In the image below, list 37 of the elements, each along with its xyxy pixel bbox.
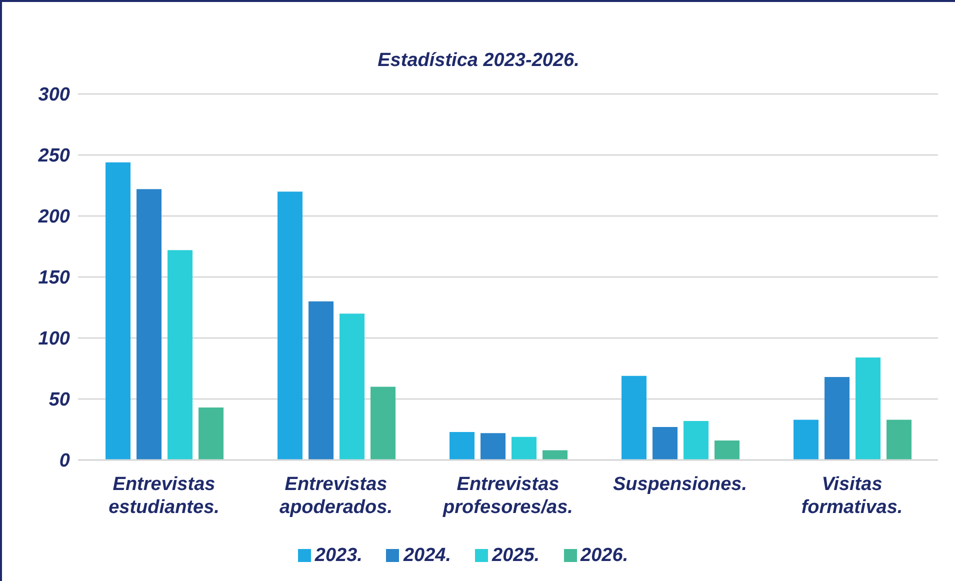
bar (714, 440, 740, 460)
bar (168, 250, 193, 460)
y-tick-label: 300 (38, 84, 70, 106)
y-tick-label: 200 (37, 206, 70, 228)
chart-title: Estadística 2023-2026. (376, 50, 580, 72)
bar (684, 420, 709, 460)
y-tick-label: 50 (48, 390, 70, 411)
x-tick-label: Entrevistas apoderados. (280, 474, 392, 518)
y-tick-label: 0 (59, 450, 70, 472)
legend-label: 2026. (580, 545, 628, 566)
y-tick-label: 250 (37, 146, 70, 167)
bar (370, 386, 396, 460)
legend-label: 2023. (314, 545, 362, 566)
bar (794, 420, 819, 460)
bar (308, 301, 334, 460)
bar (340, 314, 365, 460)
bar (622, 376, 647, 460)
bar (542, 450, 568, 460)
bar (886, 420, 912, 460)
bar (824, 377, 850, 460)
x-tick-label: Entrevistas estudiantes. (108, 474, 220, 518)
bar (278, 192, 303, 460)
bar (652, 427, 678, 460)
bar (450, 432, 475, 460)
y-tick-label: 150 (38, 268, 70, 289)
bar (480, 433, 506, 460)
bar (136, 189, 162, 460)
x-tick-label: Visitas formativas. (801, 474, 903, 518)
bar (198, 408, 224, 460)
x-tick-label: Entrevistas profesores/as. (442, 474, 573, 518)
bar (512, 436, 537, 460)
legend-label: 2024. (403, 545, 451, 566)
x-tick-label: Suspensiones. (612, 474, 748, 495)
bar (106, 162, 131, 460)
bar (856, 358, 881, 460)
y-tick-label: 100 (38, 328, 70, 350)
legend-label: 2025. (492, 545, 540, 566)
